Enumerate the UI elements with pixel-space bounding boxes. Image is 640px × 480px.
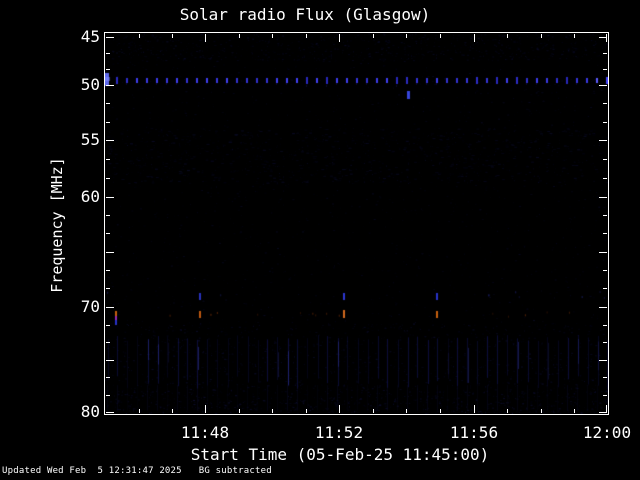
y-tick-mark [106,197,114,198]
y-tick-mark [106,103,110,104]
updated-timestamp: Updated Wed Feb 5 12:31:47 2025 [2,466,182,476]
x-tick-mark [574,34,575,38]
x-tick-mark [339,405,340,413]
y-tick-mark [599,252,607,253]
x-tick-label: 11:52 [314,423,364,442]
x-tick-mark [541,34,542,38]
y-tick-label: 70 [80,297,100,316]
x-tick-mark [373,34,374,38]
x-tick-mark [272,409,273,413]
y-tick-mark [599,140,607,141]
y-tick-mark [106,307,114,308]
y-tick-mark [603,288,607,289]
x-tick-label: 11:48 [180,423,230,442]
x-tick-mark [606,405,607,413]
y-tick-mark [603,325,607,326]
x-tick-mark [139,34,140,38]
y-tick-mark [599,412,607,413]
y-tick-mark [603,53,607,54]
y-tick-mark [106,69,110,70]
x-tick-mark [205,405,206,413]
y-tick-mark [599,307,607,308]
x-tick-mark [541,409,542,413]
y-tick-mark [106,53,110,54]
x-axis-title: Start Time (05-Feb-25 11:45:00) [190,445,490,464]
y-tick-label: 60 [80,187,100,206]
y-tick-mark [603,342,607,343]
x-tick-mark [440,34,441,38]
y-tick-mark [603,215,607,216]
y-axis-title: Frequency [MHz] [48,157,66,293]
y-tick-mark [603,377,607,378]
y-tick-mark [106,215,110,216]
y-tick-mark [106,395,110,396]
y-tick-mark [599,197,607,198]
x-tick-mark [474,34,475,42]
y-tick-mark [106,85,114,86]
x-tick-mark [507,34,508,38]
x-tick-label: 11:56 [449,423,499,442]
y-tick-label: 80 [80,402,100,421]
x-tick-mark [172,409,173,413]
y-tick-mark [603,178,607,179]
x-tick-mark [272,34,273,38]
x-tick-mark [306,409,307,413]
y-tick-mark [603,395,607,396]
y-tick-mark [599,360,607,361]
y-tick-mark [106,342,110,343]
y-tick-mark [603,69,607,70]
plot-frame [104,32,609,415]
y-tick-mark [603,159,607,160]
y-tick-mark [603,122,607,123]
spectrogram-canvas [105,33,608,414]
x-tick-mark [406,409,407,413]
x-tick-mark [205,34,206,42]
y-tick-mark [106,360,114,361]
bg-subtracted-note: BG subtracted [198,466,272,476]
x-tick-mark [339,34,340,42]
x-tick-mark [139,409,140,413]
y-tick-mark [106,37,114,38]
x-tick-mark [373,409,374,413]
y-tick-mark [106,412,114,413]
y-tick-label: 55 [80,130,100,149]
y-tick-mark [603,233,607,234]
y-tick-mark [106,159,110,160]
x-tick-mark [507,409,508,413]
x-tick-mark [406,34,407,38]
x-tick-label: 12:00 [582,423,632,442]
y-tick-mark [106,178,110,179]
y-tick-label: 45 [80,27,100,46]
y-tick-label: 50 [80,75,100,94]
x-tick-mark [440,409,441,413]
y-tick-mark [599,85,607,86]
y-tick-mark [106,270,110,271]
x-tick-mark [474,405,475,413]
y-tick-mark [599,37,607,38]
y-tick-mark [106,377,110,378]
x-tick-mark [574,409,575,413]
y-tick-mark [106,288,110,289]
x-tick-mark [306,34,307,38]
y-tick-mark [106,325,110,326]
y-tick-mark [106,233,110,234]
y-tick-mark [106,252,114,253]
x-tick-mark [239,409,240,413]
x-tick-mark [172,34,173,38]
y-tick-mark [603,103,607,104]
x-tick-mark [606,34,607,42]
y-tick-mark [106,122,110,123]
x-tick-mark [239,34,240,38]
chart-title: Solar radio Flux (Glasgow) [179,5,431,24]
y-tick-mark [106,140,114,141]
y-tick-mark [603,270,607,271]
footer-status-line: Updated Wed Feb 5 12:31:47 2025 BG subtra… [2,466,272,476]
